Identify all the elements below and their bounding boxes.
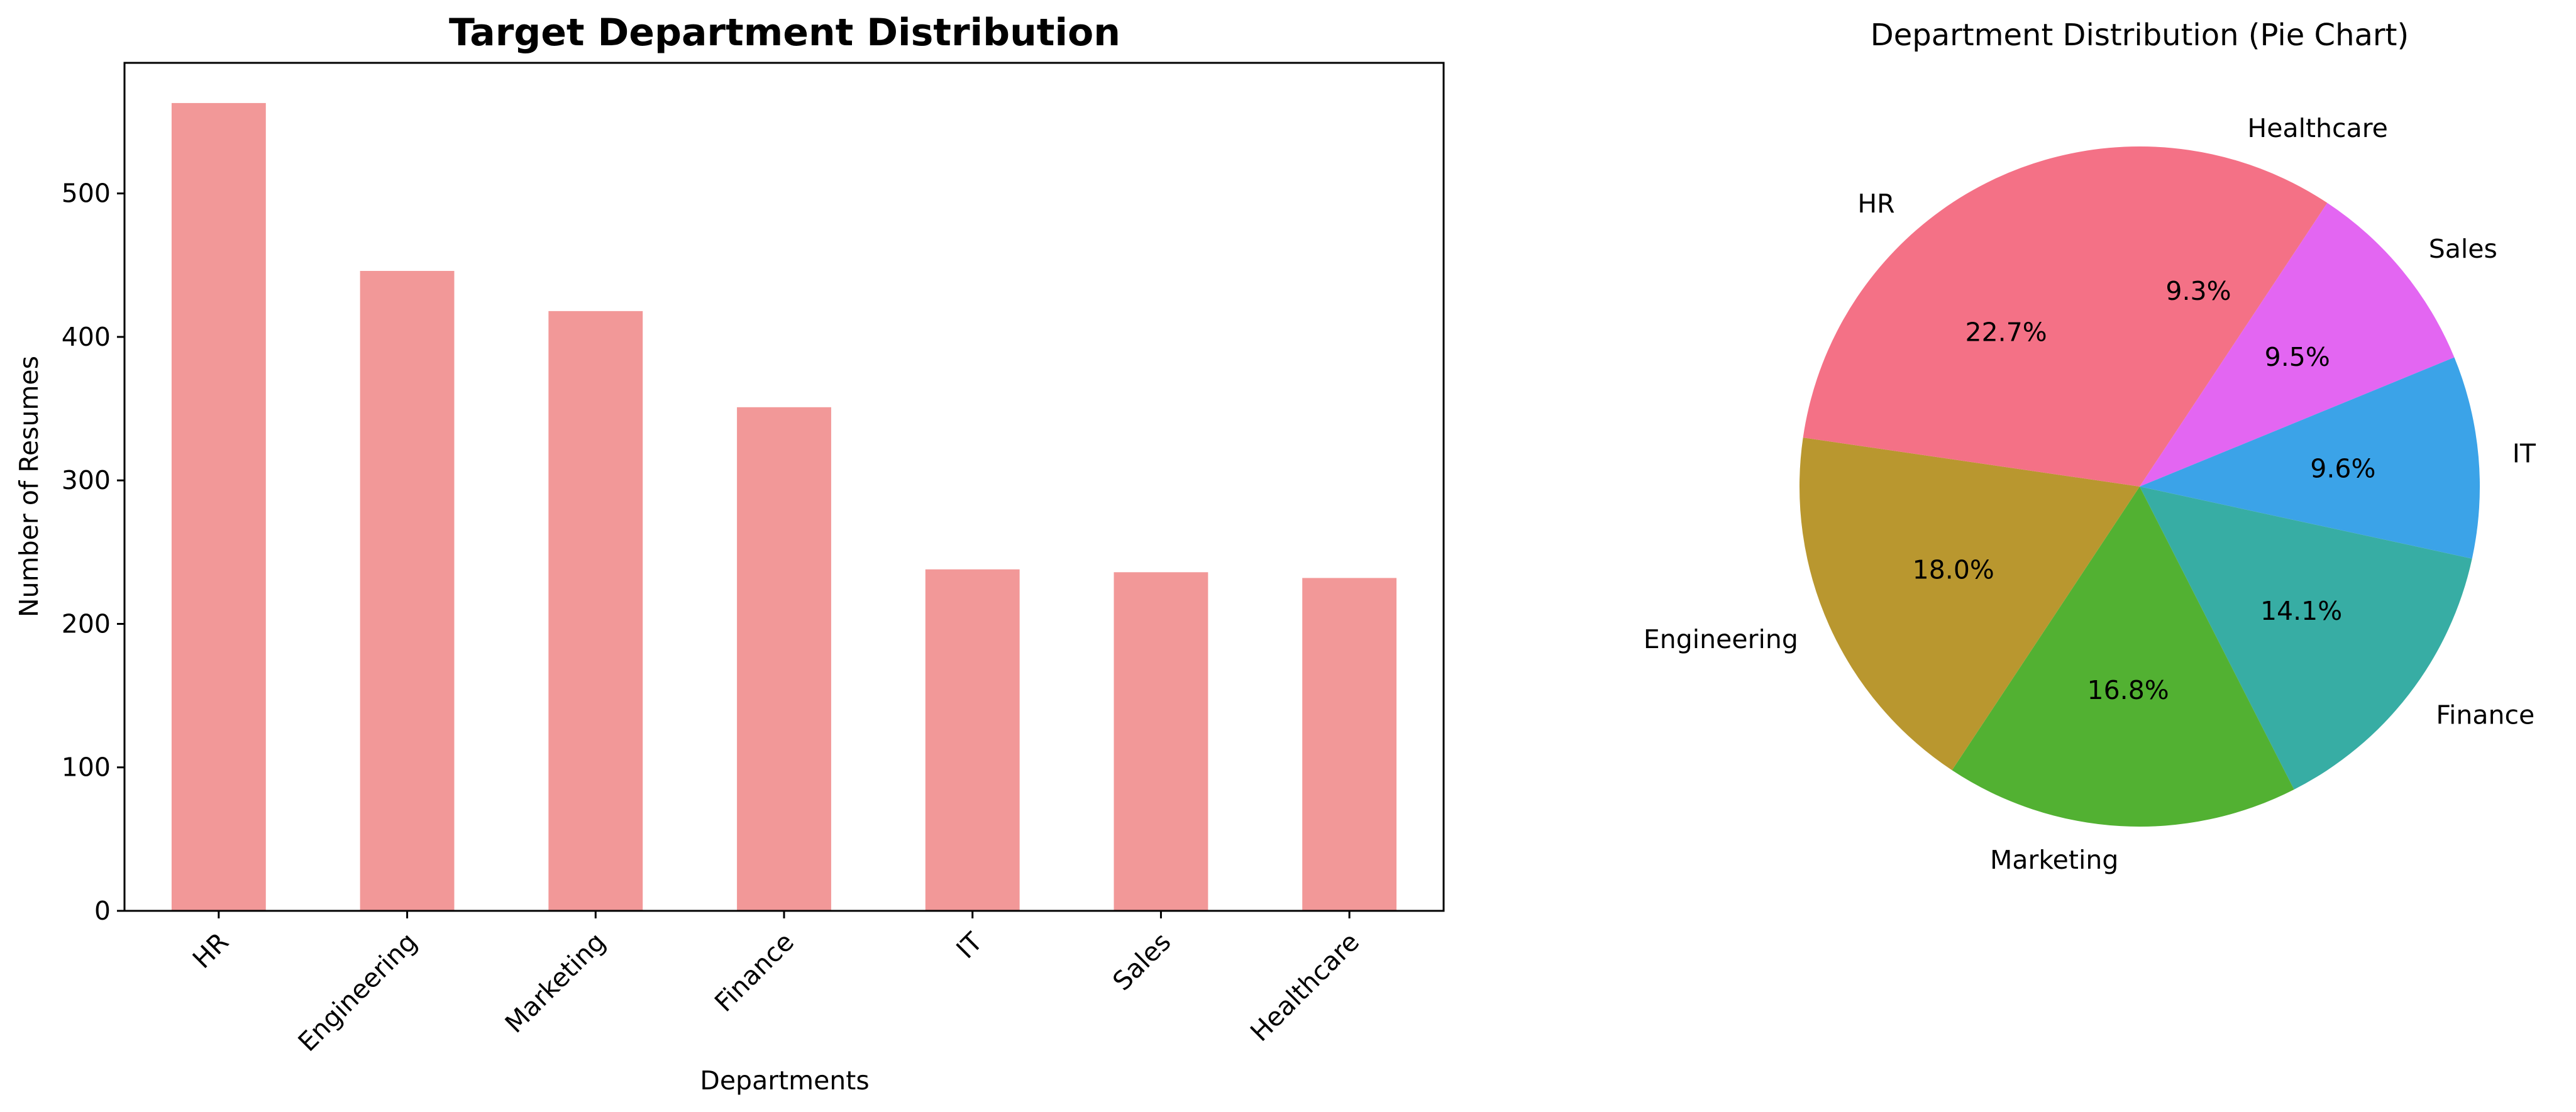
bar-x-axis-label: Departments <box>700 1065 869 1096</box>
y-tick-label: 100 <box>62 752 111 783</box>
pie-pct-hr: 22.7% <box>1965 317 2047 348</box>
x-tick-label: Engineering <box>292 927 423 1057</box>
bar-marks <box>171 102 1397 911</box>
pie-label-sales: Sales <box>2429 234 2497 264</box>
bar-y-ticks: 0 100 200 300 400 500 <box>62 179 124 926</box>
bar-engineering <box>360 270 455 911</box>
bar-marketing <box>548 311 643 911</box>
pie-slice-finance <box>2140 487 2472 790</box>
pie-pct-healthcare: 9.3% <box>2165 276 2231 306</box>
pie-slice-sales <box>2140 202 2455 487</box>
pie-pct-sales: 9.5% <box>2265 342 2330 372</box>
pie-slice-healthcare <box>2140 146 2328 487</box>
y-tick-label: 500 <box>62 179 111 209</box>
bar-x-ticks: HR Engineering Marketing Finance IT Sales Heal… <box>187 911 1365 1057</box>
pie-chart: Department Distribution (Pie Chart) Heal… <box>1644 18 2536 875</box>
bar-hr <box>171 102 266 911</box>
bar-healthcare <box>1302 578 1397 911</box>
pie-label-marketing: Marketing <box>1990 845 2118 875</box>
pie-slices <box>1799 146 2480 827</box>
pie-label-engineering: Engineering <box>1644 624 1798 654</box>
pie-label-hr: HR <box>1857 189 1894 219</box>
y-tick-label: 400 <box>62 322 111 352</box>
pie-labels: Healthcare 9.3% Sales 9.5% IT 9.6% Finance 14.1… <box>1644 113 2536 875</box>
y-tick-label: 200 <box>62 608 111 639</box>
bar-chart-title: Target Department Distribution <box>449 11 1120 55</box>
y-tick-label: 0 <box>94 896 111 926</box>
bar-plot-frame <box>123 62 1445 912</box>
bar-finance <box>737 407 831 911</box>
x-tick-label: IT <box>951 926 989 964</box>
bar-y-axis-label: Number of Resumes <box>14 356 44 617</box>
pie-pct-it: 9.6% <box>2310 453 2375 483</box>
pie-slice-marketing <box>1952 487 2294 827</box>
pie-slice-engineering <box>1799 438 2140 771</box>
x-tick-label: Finance <box>709 927 800 1018</box>
pie-chart-title: Department Distribution (Pie Chart) <box>1871 18 2409 53</box>
x-tick-label: Healthcare <box>1244 927 1365 1047</box>
pie-slice-it <box>2140 357 2480 559</box>
pie-slice-hr <box>1803 146 2140 487</box>
bar-chart: Target Department Distribution 0 100 200 30… <box>14 11 1445 1096</box>
bar-it <box>925 569 1020 911</box>
pie-pct-marketing: 16.8% <box>2087 675 2169 705</box>
pie-label-finance: Finance <box>2436 700 2535 730</box>
pie-label-healthcare: Healthcare <box>2247 113 2387 143</box>
bar-sales <box>1114 572 1208 911</box>
pie-pct-engineering: 18.0% <box>1913 555 1994 585</box>
pie-label-it: IT <box>2512 439 2536 469</box>
pie-pct-finance: 14.1% <box>2260 596 2342 626</box>
x-tick-label: Sales <box>1107 927 1176 996</box>
y-tick-label: 300 <box>62 465 111 495</box>
x-tick-label: HR <box>187 927 235 974</box>
x-tick-label: Marketing <box>499 927 611 1038</box>
